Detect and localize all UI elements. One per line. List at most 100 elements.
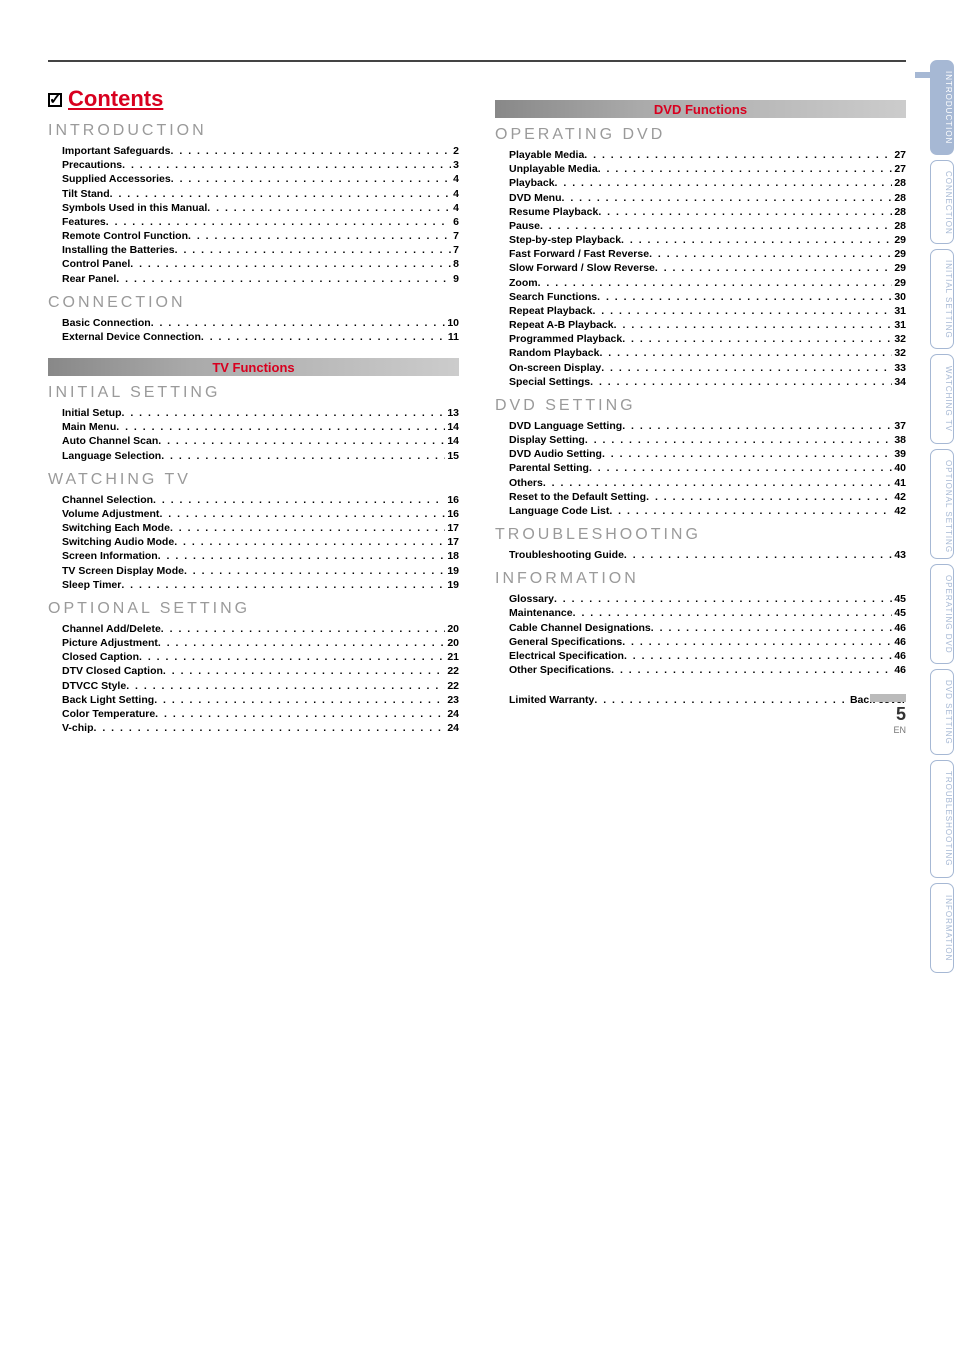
entry-label: Limited Warranty: [509, 693, 594, 707]
entry-page: 34: [892, 375, 906, 389]
vertical-tab[interactable]: DVD SETTING: [930, 669, 954, 755]
left-column: Contents INTRODUCTIONImportant Safeguard…: [48, 86, 459, 735]
entries-list: Glossary45Maintenance45Cable Channel Des…: [495, 592, 906, 677]
entry-page: 10: [445, 316, 459, 330]
vertical-tab[interactable]: INFORMATION: [930, 883, 954, 973]
entry-page: 9: [451, 272, 459, 286]
vertical-tab[interactable]: INITIAL SETTING: [930, 249, 954, 349]
dot-leaders: [614, 318, 893, 332]
toc-entry: Reset to the Default Setting 42: [509, 490, 906, 504]
toc-entry: Switching Audio Mode17: [62, 535, 459, 549]
dot-leaders: [646, 490, 892, 504]
toc-entry: Cable Channel Designations46: [509, 621, 906, 635]
entry-label: Color Temperature: [62, 707, 155, 721]
footer-bar: [870, 694, 906, 702]
dot-leaders: [171, 172, 451, 186]
entries-list: DVD Language Setting37Display Setting38D…: [495, 419, 906, 518]
entry-page: 38: [892, 433, 906, 447]
entry-page: 20: [445, 622, 459, 636]
entry-page: 42: [892, 490, 906, 504]
toc-entry: Rear Panel 9: [62, 272, 459, 286]
entry-label: DTVCC Style: [62, 679, 126, 693]
dot-leaders: [611, 663, 892, 677]
entry-page: 29: [892, 261, 906, 275]
entry-label: Other Specifications: [509, 663, 611, 677]
vertical-tab[interactable]: WATCHING TV: [930, 354, 954, 444]
entry-page: 19: [445, 578, 459, 592]
dot-leaders: [555, 176, 893, 190]
dot-leaders: [592, 304, 892, 318]
entry-page: 19: [445, 564, 459, 578]
top-rule: [48, 60, 906, 62]
toc-entry: DVD Language Setting37: [509, 419, 906, 433]
dot-leaders: [170, 521, 445, 535]
dot-leaders: [158, 549, 446, 563]
entries-list: Playable Media27Unplayable Media27Playba…: [495, 148, 906, 389]
vertical-tab[interactable]: OPERATING DVD: [930, 564, 954, 664]
entry-page: 13: [445, 406, 459, 420]
entry-page: 23: [445, 693, 459, 707]
entry-label: External Device Connection: [62, 330, 201, 344]
toc-entry: Channel Add/Delete20: [62, 622, 459, 636]
toc-entry: Parental Setting40: [509, 461, 906, 475]
toc-entry: Zoom29: [509, 276, 906, 290]
entry-label: Sleep Timer: [62, 578, 121, 592]
dot-leaders: [94, 721, 446, 735]
entry-page: 14: [445, 434, 459, 448]
dot-leaders: [624, 649, 892, 663]
vertical-tab[interactable]: TROUBLESHOOTING: [930, 760, 954, 878]
vertical-tab[interactable]: INTRODUCTION: [930, 60, 954, 155]
dot-leaders: [121, 578, 445, 592]
dot-leaders: [562, 191, 893, 205]
entry-page: 32: [892, 332, 906, 346]
left-band-sections: INITIAL SETTINGInitial Setup13Main Menu1…: [48, 384, 459, 735]
entry-label: Slow Forward / Slow Reverse: [509, 261, 655, 275]
toc-entry: V-chip24: [62, 721, 459, 735]
entry-page: 17: [445, 521, 459, 535]
entry-page: 29: [892, 233, 906, 247]
entry-label: Playback: [509, 176, 555, 190]
entry-label: Unplayable Media: [509, 162, 598, 176]
vertical-tab[interactable]: OPTIONAL SETTING: [930, 449, 954, 559]
dot-leaders: [622, 332, 892, 346]
entry-label: Language Code List: [509, 504, 609, 518]
entries-list: Channel Selection16Volume Adjustment16Sw…: [48, 493, 459, 592]
dot-leaders: [116, 420, 445, 434]
toc-entry: Remote Control Function7: [62, 229, 459, 243]
entry-page: 16: [445, 507, 459, 521]
checkbox-icon: [48, 93, 62, 107]
toc-entry: Display Setting38: [509, 433, 906, 447]
section-head: OPERATING DVD: [495, 126, 906, 144]
toc-entry: Switching Each Mode17: [62, 521, 459, 535]
vertical-tab[interactable]: CONNECTION: [930, 160, 954, 244]
entry-label: General Specifications: [509, 635, 622, 649]
toc-entry: TV Screen Display Mode 19: [62, 564, 459, 578]
toc-entry: Repeat A-B Playback31: [509, 318, 906, 332]
entry-page: 2: [451, 144, 459, 158]
entry-label: Reset to the Default Setting: [509, 490, 646, 504]
section-head: OPTIONAL SETTING: [48, 600, 459, 618]
entry-label: V-chip: [62, 721, 94, 735]
entry-page: 15: [445, 449, 459, 463]
dot-leaders: [174, 535, 445, 549]
toc-entry: Troubleshooting Guide43: [509, 548, 906, 562]
toc-entry: DTV Closed Caption22: [62, 664, 459, 678]
entry-page: 41: [892, 476, 906, 490]
entry-page: 27: [892, 162, 906, 176]
entry-label: Important Safeguards: [62, 144, 171, 158]
entry-page: 46: [892, 635, 906, 649]
entry-label: TV Screen Display Mode: [62, 564, 184, 578]
toc-entry: Back Light Setting23: [62, 693, 459, 707]
entry-page: 24: [445, 707, 459, 721]
entry-label: Switching Audio Mode: [62, 535, 174, 549]
entry-label: Rear Panel: [62, 272, 116, 286]
toc-entry: On-screen Display33: [509, 361, 906, 375]
entry-page: 4: [451, 201, 459, 215]
entry-page: 39: [892, 447, 906, 461]
entry-label: Channel Selection: [62, 493, 153, 507]
entry-page: 8: [451, 257, 459, 271]
dot-leaders: [602, 447, 892, 461]
toc-entry: Color Temperature 24: [62, 707, 459, 721]
dot-leaders: [151, 316, 446, 330]
dot-leaders: [599, 346, 892, 360]
